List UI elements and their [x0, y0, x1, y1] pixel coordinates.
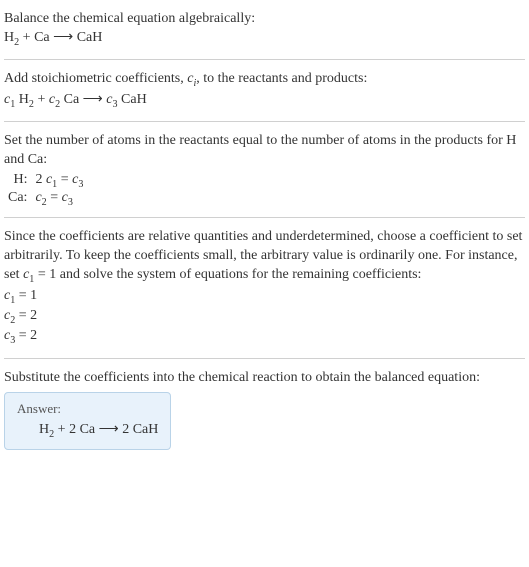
cah: CaH	[118, 92, 147, 107]
divider	[4, 358, 525, 359]
h2-h: H	[19, 92, 29, 107]
plus-ca: + Ca	[19, 30, 53, 45]
section-5: Substitute the coefficients into the che…	[4, 363, 525, 456]
eq-ca: c2 = c3	[31, 190, 87, 208]
plus: +	[34, 92, 49, 107]
equation-2: c1 H2 + c2 Ca ⟶ c3 CaH	[4, 91, 525, 111]
row-ca: Ca: c2 = c3	[4, 190, 87, 208]
answer-box: Answer: H2 + 2 Ca ⟶ 2 CaH	[4, 392, 171, 450]
equation-1: H2 + Ca ⟶ CaH	[4, 29, 525, 49]
ca: Ca	[60, 92, 83, 107]
label-h: H:	[4, 172, 31, 190]
eq-h: 2 c1 = c3	[31, 172, 87, 190]
instruction-5: Substitute the coefficients into the che…	[4, 369, 525, 388]
atom-equations: H: 2 c1 = c3 Ca: c2 = c3	[4, 172, 87, 208]
divider	[4, 121, 525, 122]
instruction-1: Balance the chemical equation algebraica…	[4, 10, 525, 29]
section-2: Add stoichiometric coefficients, ci, to …	[4, 64, 525, 117]
arrow-icon: ⟶	[53, 30, 73, 45]
instruction-4: Since the coefficients are relative quan…	[4, 228, 525, 286]
row-h: H: 2 c1 = c3	[4, 172, 87, 190]
two-cah: 2 CaH	[119, 422, 159, 437]
coef-1: c1 = 1	[4, 287, 525, 307]
coef-3: c3 = 2	[4, 327, 525, 347]
divider	[4, 59, 525, 60]
plus-2ca: + 2 Ca	[54, 422, 98, 437]
section-1: Balance the chemical equation algebraica…	[4, 4, 525, 55]
section-3: Set the number of atoms in the reactants…	[4, 126, 525, 213]
answer-label: Answer:	[17, 401, 158, 417]
text: Add stoichiometric coefficients,	[4, 71, 187, 86]
text: , to the reactants and products:	[196, 71, 367, 86]
coef-2: c2 = 2	[4, 307, 525, 327]
instruction-2: Add stoichiometric coefficients, ci, to …	[4, 70, 525, 90]
h2-h: H	[39, 422, 49, 437]
cah: CaH	[73, 30, 102, 45]
arrow-icon: ⟶	[83, 92, 103, 107]
h2-h: H	[4, 30, 14, 45]
divider	[4, 217, 525, 218]
answer-equation: H2 + 2 Ca ⟶ 2 CaH	[17, 421, 158, 441]
label-ca: Ca:	[4, 190, 31, 208]
instruction-3: Set the number of atoms in the reactants…	[4, 132, 525, 170]
section-4: Since the coefficients are relative quan…	[4, 222, 525, 353]
arrow-icon: ⟶	[99, 422, 119, 437]
